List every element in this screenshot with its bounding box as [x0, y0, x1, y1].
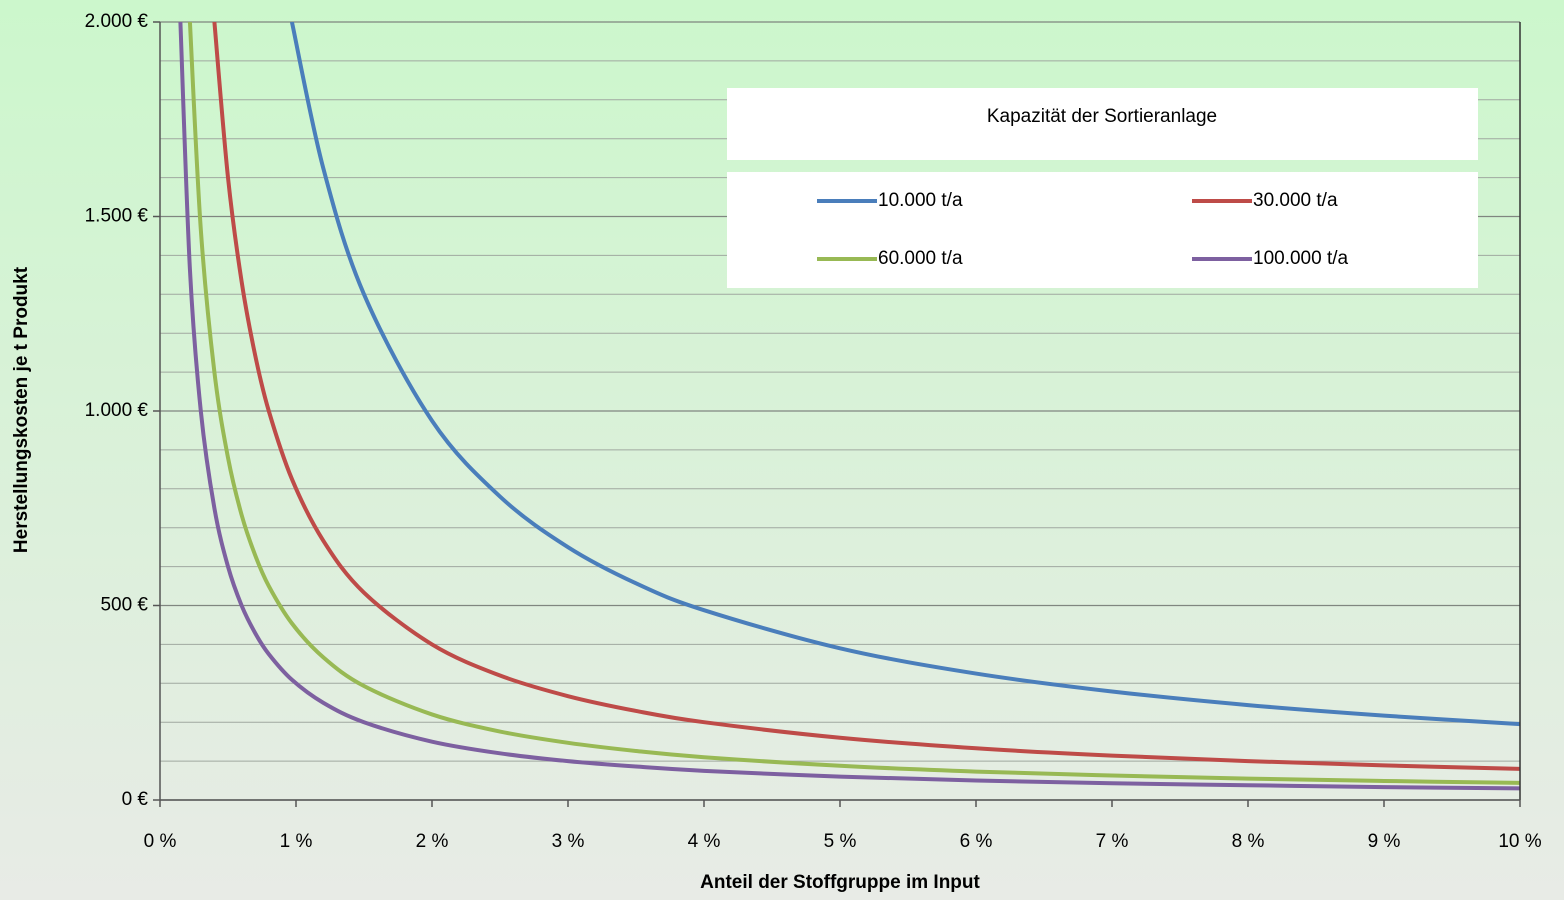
x-tick-label: 0 % — [144, 831, 177, 852]
x-tick-label: 10 % — [1498, 831, 1541, 852]
series-line — [289, 22, 1520, 727]
y-tick-label: 500 € — [100, 595, 148, 616]
x-tick-label: 2 % — [416, 831, 449, 852]
series-line — [212, 22, 1520, 771]
y-tick-label: 1.500 € — [85, 206, 149, 227]
x-tick-label: 4 % — [688, 831, 721, 852]
x-tick-label: 5 % — [824, 831, 857, 852]
x-tick-label: 3 % — [552, 831, 585, 852]
legend-title-box — [727, 88, 1478, 160]
y-axis-title: Herstellungskosten je t Produkt — [11, 266, 32, 553]
series-line — [178, 22, 1520, 791]
x-tick-label: 1 % — [280, 831, 313, 852]
legend-label: 60.000 t/a — [878, 248, 963, 269]
y-tick-label: 0 € — [122, 789, 149, 810]
legend-title: Kapazität der Sortieranlage — [987, 106, 1217, 127]
series-line — [187, 22, 1520, 785]
x-tick-label: 9 % — [1368, 831, 1401, 852]
x-tick-label: 8 % — [1232, 831, 1265, 852]
legend: 10.000 t/a 30.000 t/a 60.000 t/a 100.000 t/… — [817, 190, 1349, 269]
legend-label: 30.000 t/a — [1253, 190, 1338, 211]
legend-label: 10.000 t/a — [878, 190, 963, 211]
x-tick-label: 7 % — [1096, 831, 1129, 852]
legend-label: 100.000 t/a — [1253, 248, 1349, 269]
legend-box — [727, 172, 1478, 288]
y-tick-label: 1.000 € — [85, 400, 149, 421]
x-axis-title: Anteil der Stoffgruppe im Input — [700, 872, 980, 893]
plot-lines — [178, 22, 1520, 791]
x-tick-label: 6 % — [960, 831, 993, 852]
y-tick-label: 2.000 € — [85, 11, 149, 32]
